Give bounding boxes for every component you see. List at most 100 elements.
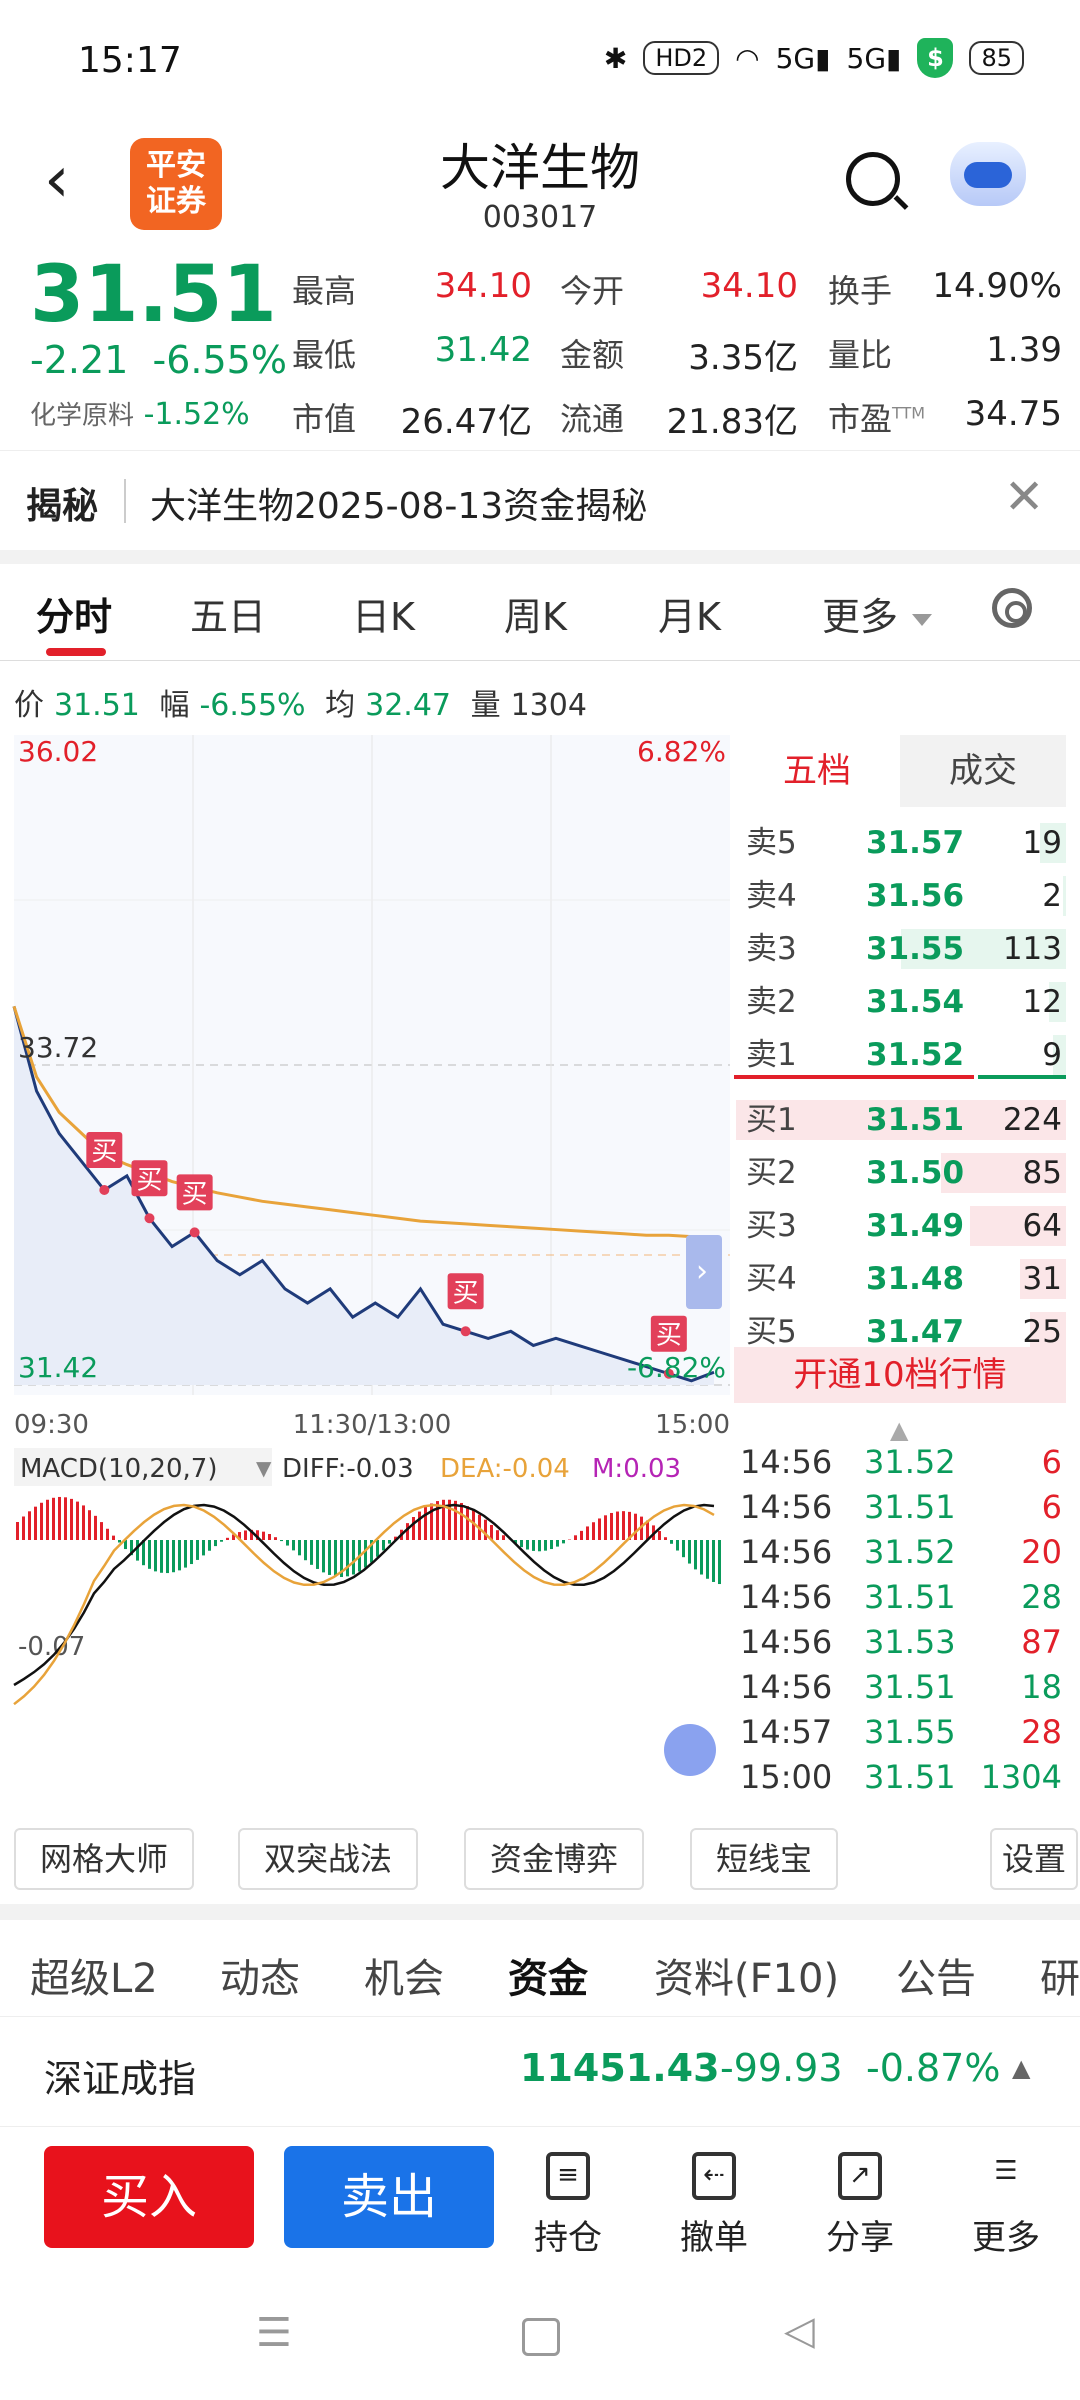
tick-time: 14:56 bbox=[740, 1443, 833, 1481]
level-label: 卖1 bbox=[746, 1037, 797, 1073]
orderbook-tabs: 五档 成交 bbox=[734, 735, 1066, 807]
expand-handle[interactable] bbox=[686, 1235, 722, 1309]
macd-bar bbox=[352, 1540, 355, 1575]
tab-funds[interactable]: 资金 bbox=[508, 1956, 588, 2002]
more-button[interactable]: ☰ 更多 bbox=[956, 2152, 1056, 2259]
buy-button[interactable]: 买入 bbox=[44, 2146, 254, 2248]
fullscreen-icon[interactable] bbox=[664, 1724, 716, 1776]
macd-bar bbox=[250, 1529, 253, 1540]
close-icon[interactable]: ✕ bbox=[1004, 469, 1045, 525]
buy-marker[interactable] bbox=[447, 1273, 484, 1310]
position-button[interactable]: ≡ 持仓 bbox=[518, 2152, 618, 2259]
tab-announcement[interactable]: 公告 bbox=[896, 1956, 976, 2002]
tab-five-day[interactable]: 五日 bbox=[190, 595, 267, 639]
level-label: 买3 bbox=[746, 1208, 797, 1244]
tab-f10[interactable]: 资料(F10) bbox=[654, 1956, 840, 2002]
tab-more[interactable]: 更多 bbox=[822, 586, 933, 641]
tool-double-breakout[interactable]: 双突战法 bbox=[238, 1828, 418, 1890]
index-ticker[interactable]: 深证成指 11451.43 -99.93 -0.87% ▲ bbox=[0, 2016, 1080, 2127]
buy-marker-dot bbox=[99, 1185, 110, 1195]
gear-icon[interactable] bbox=[992, 588, 1032, 628]
bid-row[interactable]: 买3 31.49 64 bbox=[734, 1200, 1066, 1252]
tool-short-line[interactable]: 短线宝 bbox=[690, 1828, 838, 1890]
open-10-level-button[interactable]: 开通10档行情 bbox=[734, 1347, 1066, 1403]
average-line bbox=[12, 1005, 714, 1239]
tick-price: 31.52 bbox=[864, 1443, 956, 1481]
banner-text[interactable]: 大洋生物2025-08-13资金揭秘 bbox=[150, 486, 648, 527]
ask-row[interactable]: 卖4 31.56 2 bbox=[734, 870, 1066, 922]
ask-row[interactable]: 卖3 31.55 113 bbox=[734, 923, 1066, 975]
action-bar: 买入 卖出 ≡ 持仓 ⇠ 撤单 ↗ 分享 ☰ 更多 bbox=[0, 2130, 1080, 2280]
intraday-chart[interactable]: 买买买买买 36.02 6.82% 33.72 31.42 -6.82% › 0… bbox=[12, 735, 730, 1776]
search-icon[interactable] bbox=[846, 152, 900, 206]
level-volume: 12 bbox=[1022, 984, 1062, 1020]
level-label: 买1 bbox=[746, 1102, 797, 1138]
buy-marker-text: 买 bbox=[453, 1278, 479, 1308]
buy-marker[interactable] bbox=[131, 1160, 168, 1197]
menu-icon[interactable]: ☰ bbox=[256, 2310, 292, 2356]
tab-intraday[interactable]: 分时 bbox=[36, 595, 113, 639]
macd-diff-line bbox=[13, 1503, 715, 1687]
macd-bar bbox=[70, 1498, 73, 1540]
buy-marker[interactable] bbox=[86, 1132, 123, 1168]
level-price: 31.55 bbox=[866, 931, 965, 967]
tool-fund-game[interactable]: 资金博弈 bbox=[464, 1828, 644, 1890]
chevron-up-icon[interactable]: ▲ bbox=[1012, 2054, 1031, 2082]
macd-bar bbox=[514, 1540, 517, 1544]
level-volume: 64 bbox=[1022, 1208, 1062, 1244]
sell-button[interactable]: 卖出 bbox=[284, 2146, 494, 2248]
bid-row[interactable]: 买5 31.47 25 bbox=[734, 1306, 1066, 1358]
back-nav-icon[interactable]: ◁ bbox=[784, 2308, 815, 2354]
sector-change[interactable]: 化学原料 -1.52% bbox=[30, 397, 250, 432]
macd-bar bbox=[214, 1540, 217, 1547]
volume-bar bbox=[901, 929, 1066, 969]
level-label: 买4 bbox=[746, 1261, 797, 1297]
tab-five-level[interactable]: 五档 bbox=[734, 735, 900, 807]
macd-selector[interactable] bbox=[14, 1448, 272, 1486]
tab-research[interactable]: 研 bbox=[1040, 1956, 1080, 2002]
ask-row[interactable]: 卖5 31.57 19 bbox=[734, 817, 1066, 869]
tick-time: 14:56 bbox=[740, 1488, 833, 1526]
chevron-up-icon[interactable]: ▲ bbox=[890, 1416, 909, 1444]
volume-bar bbox=[1040, 823, 1066, 863]
bid-row[interactable]: 买1 31.51 224 bbox=[734, 1094, 1066, 1146]
macd-bar bbox=[22, 1516, 25, 1540]
tick-row: 15:00 31.51 1304 bbox=[734, 1755, 1066, 1800]
cancel-order-button[interactable]: ⇠ 撤单 bbox=[664, 2152, 764, 2259]
quote-label: 市值 bbox=[292, 400, 357, 438]
macd-bar bbox=[178, 1540, 181, 1571]
wifi-icon: ◠ bbox=[735, 41, 760, 75]
tab-daily-k[interactable]: 日K bbox=[352, 595, 415, 639]
settings-button[interactable]: 设置 bbox=[990, 1828, 1078, 1890]
macd-bar bbox=[280, 1540, 283, 1542]
quote-value: 14.90% bbox=[932, 266, 1062, 306]
macd-bar bbox=[220, 1540, 223, 1542]
tab-trades[interactable]: 成交 bbox=[900, 735, 1066, 807]
buy-marker[interactable] bbox=[176, 1174, 213, 1211]
macd-bar bbox=[208, 1540, 211, 1551]
tab-news[interactable]: 动态 bbox=[220, 1956, 300, 2002]
home-icon[interactable] bbox=[522, 2318, 560, 2356]
macd-bar bbox=[112, 1535, 115, 1540]
bid-row[interactable]: 买2 31.50 85 bbox=[734, 1147, 1066, 1199]
assistant-robot-icon[interactable] bbox=[950, 142, 1026, 206]
reveal-banner[interactable]: 揭秘 大洋生物2025-08-13资金揭秘 ✕ bbox=[0, 450, 1080, 551]
tab-monthly-k[interactable]: 月K bbox=[658, 595, 721, 639]
buy-marker[interactable] bbox=[650, 1315, 687, 1352]
ask-row[interactable]: 卖2 31.54 12 bbox=[734, 976, 1066, 1028]
level-price: 31.52 bbox=[866, 1037, 965, 1073]
macd-bar bbox=[622, 1511, 625, 1540]
ask-row[interactable]: 卖1 31.52 9 bbox=[734, 1029, 1066, 1081]
tab-opportunity[interactable]: 机会 bbox=[364, 1956, 444, 2002]
tab-weekly-k[interactable]: 周K bbox=[504, 595, 567, 639]
tool-grid-master[interactable]: 网格大师 bbox=[14, 1828, 194, 1890]
bid-row[interactable]: 买4 31.48 31 bbox=[734, 1253, 1066, 1305]
macd-bar bbox=[436, 1501, 439, 1540]
cancel-order-label: 撤单 bbox=[680, 2218, 748, 2258]
share-button[interactable]: ↗ 分享 bbox=[810, 2152, 910, 2259]
tab-super-l2[interactable]: 超级L2 bbox=[30, 1956, 158, 2002]
back-icon[interactable]: ‹ bbox=[44, 143, 70, 217]
broker-logo[interactable]: 平安 证券 bbox=[130, 138, 222, 230]
macd-label[interactable]: MACD(10,20,7) bbox=[20, 1454, 217, 1484]
macd-bar bbox=[76, 1501, 79, 1540]
